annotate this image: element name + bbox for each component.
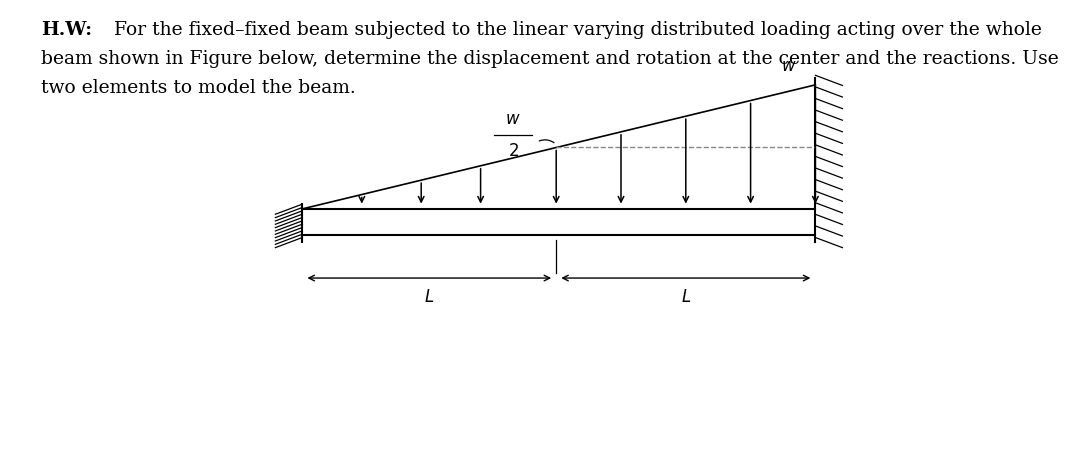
Text: For the fixed–fixed beam subjected to the linear varying distributed loading act: For the fixed–fixed beam subjected to th… (114, 21, 1042, 40)
Text: $2$: $2$ (508, 143, 518, 160)
Text: $w$: $w$ (505, 110, 521, 128)
Text: $w$: $w$ (781, 58, 796, 75)
Text: $L$: $L$ (424, 288, 434, 305)
Text: beam shown in Figure below, determine the displacement and rotation at the cente: beam shown in Figure below, determine th… (41, 50, 1058, 68)
Text: $L$: $L$ (680, 288, 691, 305)
Text: H.W:: H.W: (41, 21, 92, 40)
Text: two elements to model the beam.: two elements to model the beam. (41, 79, 355, 97)
